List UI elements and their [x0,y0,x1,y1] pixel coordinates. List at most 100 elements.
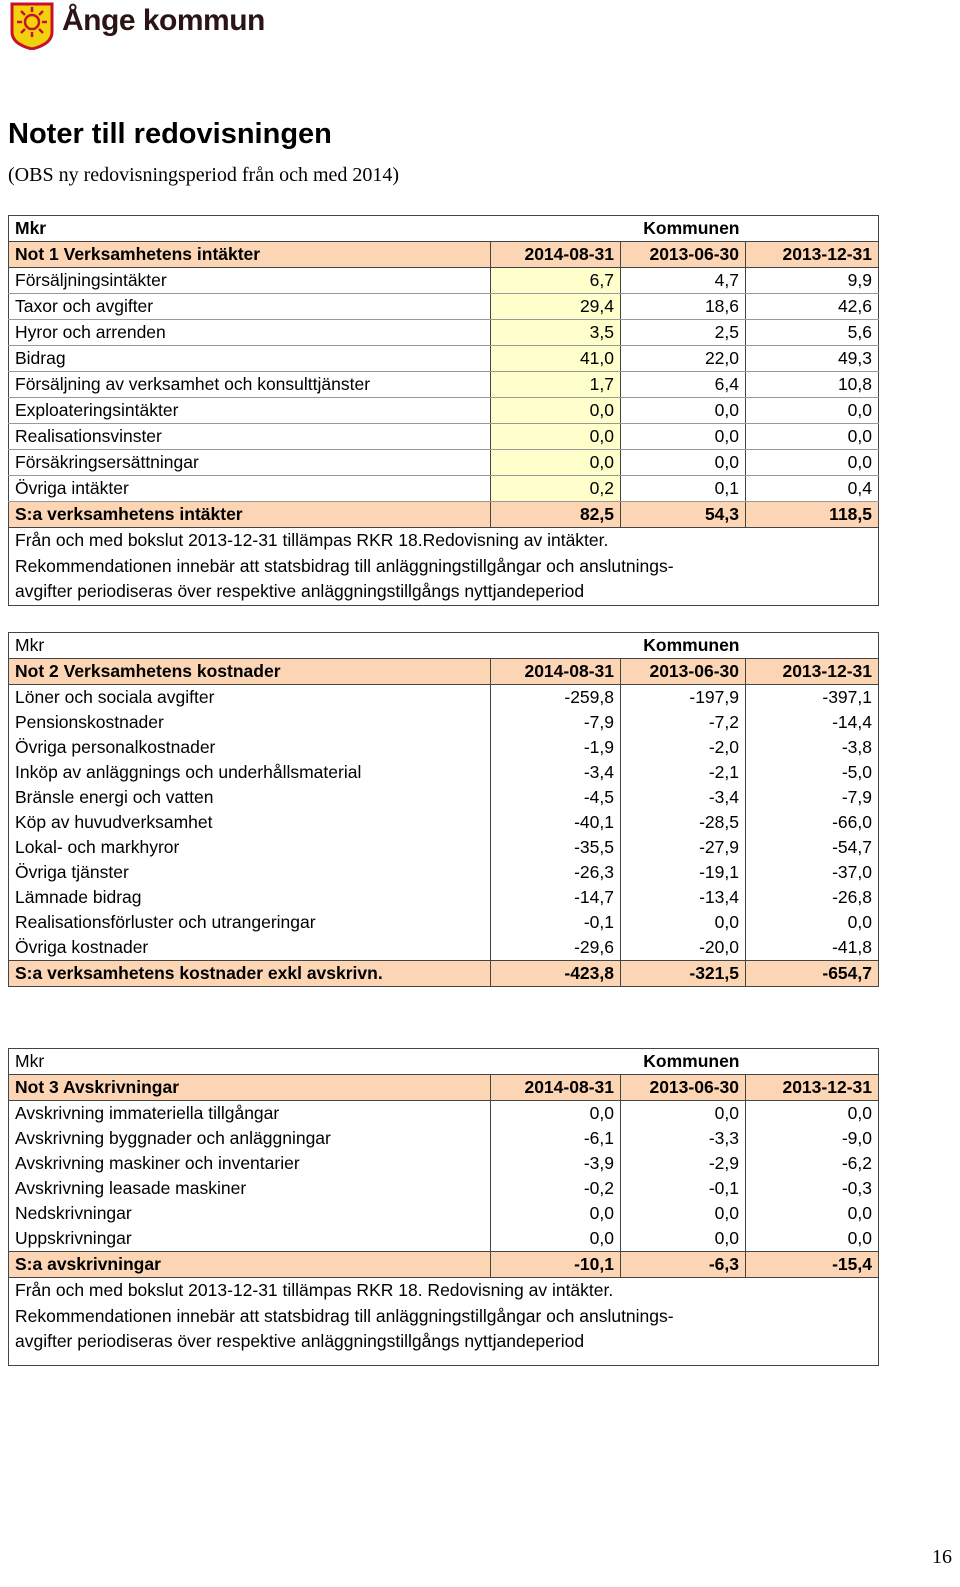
value-cell: 2014-08-31 [490,658,621,685]
note-table: Mkr Kommunen Not 1 Verksamhetens intäkter 2… [8,215,879,606]
value-cell: 0,4 [745,475,879,502]
label-cell: Realisationsvinster [8,423,491,450]
value-cell: 2013-12-31 [745,658,879,685]
value-cell: -2,9 [620,1151,746,1176]
value-cell: 42,6 [745,293,879,320]
label-cell: Avskrivning maskiner och inventarier [8,1151,491,1176]
label-cell: Köp av huvudverksamhet [8,810,491,835]
value-cell: -66,0 [745,810,879,835]
data-row: Lämnade bidrag -14,7 -13,4 -26,8 [8,885,879,910]
value-cell: 118,5 [745,501,879,528]
logo-icon [10,2,54,50]
note-text: Rekommendationen innebär att statsbidrag… [15,555,674,576]
label-cell: Försäljning av verksamhet och konsulttjä… [8,371,491,398]
heading-row: Not 3 Avskrivningar 2014-08-31 2013-06-30 2… [8,1074,879,1101]
label-cell: Lämnade bidrag [8,885,491,910]
value-cell: 2014-08-31 [490,241,621,268]
spacer [745,632,879,659]
value-cell: 0,0 [620,1226,746,1252]
value-cell: -0,1 [620,1176,746,1201]
label-cell: Exploateringsintäkter [8,397,491,424]
value-cell: -14,7 [490,885,621,910]
header-row: Mkr Kommunen [8,215,879,242]
value-cell: -27,9 [620,835,746,860]
data-row: Försäljning av verksamhet och konsulttjä… [8,371,879,398]
value-cell: 0,0 [490,1100,621,1126]
label-cell: Avskrivning leasade maskiner [8,1176,491,1201]
value-cell: -1,9 [490,735,621,760]
data-row: Realisationsvinster 0,0 0,0 0,0 [8,423,879,450]
header-row: Mkr Kommunen [8,632,879,659]
data-row: Löner och sociala avgifter -259,8 -197,9 -3… [8,684,879,710]
label-cell: Not 1 Verksamhetens intäkter [8,241,491,268]
value-cell: 2014-08-31 [490,1074,621,1101]
note-text: avgifter periodiseras över respektive an… [15,1331,585,1352]
value-cell: 41,0 [490,345,621,372]
value-cell: 0,0 [490,423,621,450]
data-row: Realisationsförluster och utrangeringar -… [8,910,879,935]
data-row: Pensionskostnader -7,9 -7,2 -14,4 [8,710,879,735]
note-text: avgifter periodiseras över respektive an… [15,581,585,602]
value-cell: 0,0 [620,1100,746,1126]
data-row: Försäkringsersättningar 0,0 0,0 0,0 [8,449,879,476]
spacer [745,215,879,242]
label-cell: Bränsle energi och vatten [8,785,491,810]
value-cell: 54,3 [620,501,746,528]
value-cell: -10,1 [490,1251,621,1278]
note-text: Från och med bokslut 2013-12-31 tillämpa… [15,1280,614,1301]
label-cell: Bidrag [8,345,491,372]
label-cell: Löner och sociala avgifter [8,684,491,710]
value-cell: -2,1 [620,760,746,785]
note-table: Mkr Kommunen Not 2 Verksamhetens kostnader… [8,632,879,987]
data-row: Försäljningsintäkter 6,7 4,7 9,9 [8,267,879,294]
value-cell: 18,6 [620,293,746,320]
value-cell: 49,3 [745,345,879,372]
label-cell: Uppskrivningar [8,1226,491,1252]
unit: Mkr [8,632,491,659]
value-cell: -3,8 [745,735,879,760]
unit: Mkr [8,215,491,242]
label-cell: Taxor och avgifter [8,293,491,320]
value-cell: 0,0 [490,449,621,476]
data-row: Taxor och avgifter 29,4 18,6 42,6 [8,293,879,320]
data-row: Övriga tjänster -26,3 -19,1 -37,0 [8,860,879,885]
value-cell: 0,2 [490,475,621,502]
group: Kommunen [620,632,746,659]
label-cell: Hyror och arrenden [8,319,491,346]
value-cell: -37,0 [745,860,879,885]
value-cell: 0,0 [620,449,746,476]
value-cell: 2,5 [620,319,746,346]
data-row: Lokal- och markhyror -35,5 -27,9 -54,7 [8,835,879,860]
unit: Mkr [8,1048,491,1075]
data-row: Övriga intäkter 0,2 0,1 0,4 [8,475,879,502]
value-cell: 0,0 [620,1201,746,1226]
value-cell: 10,8 [745,371,879,398]
data-row: Nedskrivningar 0,0 0,0 0,0 [8,1201,879,1226]
spacer-row [9,605,879,606]
value-cell: 0,0 [745,910,879,935]
data-row: Köp av huvudverksamhet -40,1 -28,5 -66,0 [8,810,879,835]
value-cell: 82,5 [490,501,621,528]
data-row: Hyror och arrenden 3,5 2,5 5,6 [8,319,879,346]
note-text: Från och med bokslut 2013-12-31 tillämpa… [15,530,609,551]
value-cell: -0,1 [490,910,621,935]
total-row: S:a verksamhetens kostnader exkl avskriv… [8,960,879,987]
value-cell: 9,9 [745,267,879,294]
label-cell: Avskrivning byggnader och anläggningar [8,1126,491,1151]
value-cell: -9,0 [745,1126,879,1151]
data-row: Övriga kostnader -29,6 -20,0 -41,8 [8,935,879,961]
spacer-row [9,1355,879,1366]
value-cell: -7,2 [620,710,746,735]
value-cell: 0,0 [745,1201,879,1226]
total-row: S:a avskrivningar -10,1 -6,3 -15,4 [8,1251,879,1278]
note-row: avgifter periodiseras över respektive an… [9,579,879,605]
value-cell: -2,0 [620,735,746,760]
value-cell: -19,1 [620,860,746,885]
label-cell: Övriga tjänster [8,860,491,885]
value-cell: -41,8 [745,935,879,961]
value-cell: 29,4 [490,293,621,320]
value-cell: -28,5 [620,810,746,835]
data-row: Bidrag 41,0 22,0 49,3 [8,345,879,372]
data-row: Avskrivning leasade maskiner -0,2 -0,1 -0,3 [8,1176,879,1201]
